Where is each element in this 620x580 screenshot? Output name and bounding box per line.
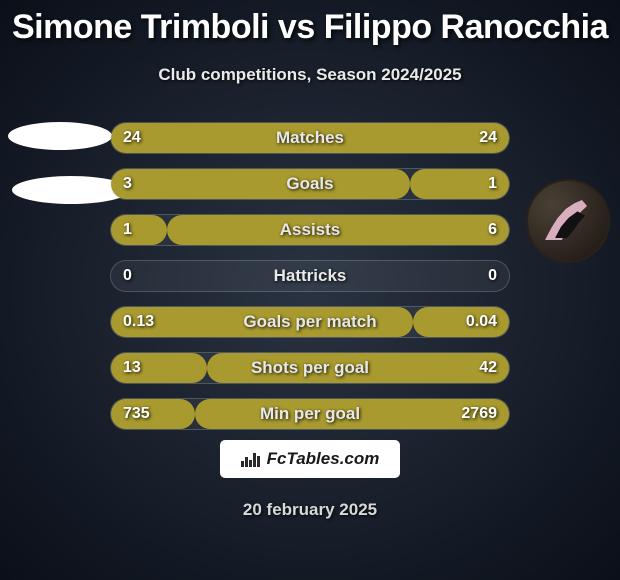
stat-label: Hattricks [274, 266, 347, 286]
stat-value-right: 6 [488, 221, 497, 239]
stat-bar-left [111, 169, 410, 199]
stat-value-right: 2769 [461, 405, 497, 423]
stat-value-left: 735 [123, 405, 150, 423]
stat-value-left: 0.13 [123, 313, 154, 331]
comparison-title: Simone Trimboli vs Filippo Ranocchia [0, 0, 620, 47]
stat-label: Matches [276, 128, 344, 148]
comparison-subtitle: Club competitions, Season 2024/2025 [0, 65, 620, 85]
stat-value-right: 42 [479, 359, 497, 377]
player2-club-badge [526, 179, 610, 263]
stat-label: Goals per match [243, 312, 376, 332]
stat-value-left: 1 [123, 221, 132, 239]
stat-row: 0 0 Hattricks [110, 260, 510, 292]
date-stamp: 20 february 2025 [243, 500, 377, 520]
stat-label: Assists [280, 220, 340, 240]
player1-avatar-placeholder [8, 122, 112, 150]
stat-bar-left [111, 215, 167, 245]
eagle-icon [539, 192, 597, 250]
stat-value-right: 1 [488, 175, 497, 193]
footer-brand-badge[interactable]: FcTables.com [220, 440, 400, 478]
stat-label: Min per goal [260, 404, 360, 424]
stat-value-left: 0 [123, 267, 132, 285]
stat-label: Goals [286, 174, 333, 194]
stat-value-left: 3 [123, 175, 132, 193]
stats-container: 24 24 Matches 3 1 Goals 1 6 Assists 0 0 Hattricks 0.… [110, 122, 510, 444]
stat-row: 1 6 Assists [110, 214, 510, 246]
stat-row: 13 42 Shots per goal [110, 352, 510, 384]
stat-row: 735 2769 Min per goal [110, 398, 510, 430]
stat-row: 3 1 Goals [110, 168, 510, 200]
stat-value-left: 24 [123, 129, 141, 147]
stat-value-right: 0.04 [466, 313, 497, 331]
stat-value-right: 24 [479, 129, 497, 147]
stat-label: Shots per goal [251, 358, 369, 378]
footer-brand-text: FcTables.com [267, 449, 380, 469]
stat-value-left: 13 [123, 359, 141, 377]
bar-chart-icon [241, 451, 261, 467]
stat-value-right: 0 [488, 267, 497, 285]
stat-row: 24 24 Matches [110, 122, 510, 154]
stat-row: 0.13 0.04 Goals per match [110, 306, 510, 338]
